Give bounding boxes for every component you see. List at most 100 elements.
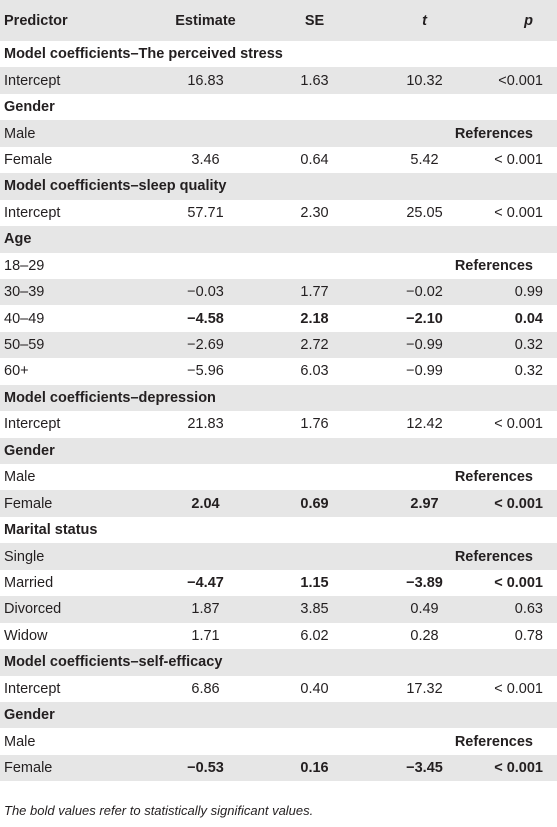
t-cell: 10.32	[406, 72, 443, 89]
predictor-cell: Female	[4, 151, 53, 168]
se-cell: 2.18	[300, 310, 329, 327]
estimate-cell: −0.03	[187, 284, 224, 301]
section-row: Model coefficients–sleep quality	[0, 173, 557, 200]
section-row: Age	[0, 226, 557, 253]
header-estimate: Estimate	[175, 12, 236, 29]
t-cell: 12.42	[406, 416, 443, 433]
p-cell: < 0.001	[494, 574, 543, 591]
predictor-cell: Married	[4, 574, 54, 591]
p-cell: < 0.001	[494, 495, 543, 512]
predictor-cell: Divorced	[4, 601, 62, 618]
section-row: Model coefficients–self-efficacy	[0, 649, 557, 676]
t-cell: −2.10	[406, 310, 443, 327]
se-cell: 3.85	[300, 601, 329, 618]
t-cell: 0.28	[410, 627, 439, 644]
header-predictor: Predictor	[4, 12, 68, 29]
empty-cell	[267, 728, 362, 754]
reference-row: 18–29 References	[0, 252, 557, 279]
empty-cell	[144, 728, 267, 754]
reference-label: References	[454, 125, 533, 142]
t-cell: 17.32	[406, 680, 443, 697]
t-cell: −0.99	[406, 363, 443, 380]
estimate-cell: −2.69	[187, 337, 224, 354]
table-row: Intercept 16.83 1.63 10.32 <0.001	[0, 67, 557, 94]
p-cell: 0.63	[514, 601, 543, 618]
table-row: Female 3.46 0.64 5.42 < 0.001	[0, 146, 557, 174]
empty-cell	[267, 120, 362, 146]
t-cell: 5.42	[410, 151, 439, 168]
p-cell: < 0.001	[494, 151, 543, 168]
empty-cell	[144, 464, 267, 490]
predictor-cell: Intercept	[4, 416, 61, 433]
se-cell: 0.40	[300, 680, 329, 697]
se-cell: 0.64	[300, 151, 329, 168]
t-cell: −0.02	[406, 284, 443, 301]
section-row: Model coefficients–depression	[0, 384, 557, 412]
estimate-cell: 16.83	[187, 72, 224, 89]
p-cell: 0.78	[514, 627, 543, 644]
estimate-cell: 2.04	[191, 495, 220, 512]
predictor-cell: 40–49	[4, 310, 45, 327]
header-t: t	[422, 12, 427, 29]
estimate-cell: −5.96	[187, 363, 224, 380]
se-cell: 6.03	[300, 363, 329, 380]
table-row: Intercept 21.83 1.76 12.42 < 0.001	[0, 411, 557, 438]
predictor-cell: 30–39	[4, 284, 45, 301]
section-row: Model coefficients–The perceived stress	[0, 41, 557, 68]
p-cell: < 0.001	[494, 680, 543, 697]
section-row: Marital status	[0, 516, 557, 544]
header-se: SE	[304, 12, 325, 29]
estimate-cell: 1.71	[191, 627, 220, 644]
reference-row: Male References	[0, 728, 557, 755]
predictor-cell: Male	[4, 733, 36, 750]
p-cell: < 0.001	[494, 204, 543, 221]
predictor-cell: 50–59	[4, 337, 45, 354]
table-row: 40–49 −4.58 2.18 −2.10 0.04	[0, 305, 557, 332]
estimate-cell: 21.83	[187, 416, 224, 433]
empty-cell	[267, 464, 362, 490]
regression-results-table: Predictor Estimate SE t p Model coeffici…	[0, 0, 557, 782]
se-cell: 1.63	[300, 72, 329, 89]
table-body: Model coefficients–The perceived stress I…	[0, 41, 557, 782]
predictor-cell: Female	[4, 760, 53, 777]
p-cell: 0.32	[514, 363, 543, 380]
predictor-cell: Female	[4, 495, 53, 512]
section-label: Model coefficients–sleep quality	[4, 178, 227, 195]
predictor-cell: Male	[4, 125, 36, 142]
se-cell: 0.69	[300, 495, 329, 512]
se-cell: 1.77	[300, 284, 329, 301]
results-table-container: Predictor Estimate SE t p Model coeffici…	[0, 0, 557, 782]
t-cell: −0.99	[406, 337, 443, 354]
p-cell: <0.001	[498, 72, 543, 89]
se-cell: 1.76	[300, 416, 329, 433]
section-label: Gender	[4, 442, 55, 459]
estimate-cell: 1.87	[191, 601, 220, 618]
table-row: Female 2.04 0.69 2.97 < 0.001	[0, 490, 557, 517]
estimate-cell: −4.58	[187, 310, 224, 327]
predictor-cell: Widow	[4, 627, 48, 644]
reference-label: References	[454, 548, 533, 565]
predictor-cell: Male	[4, 469, 36, 486]
estimate-cell: 3.46	[191, 151, 220, 168]
section-label: Gender	[4, 99, 55, 116]
section-label: Model coefficients–depression	[4, 389, 216, 406]
se-cell: 2.72	[300, 337, 329, 354]
table-row: 50–59 −2.69 2.72 −0.99 0.32	[0, 331, 557, 359]
header-row: Predictor Estimate SE t p	[0, 0, 557, 41]
reference-row: Male References	[0, 120, 557, 147]
p-cell: 0.99	[514, 284, 543, 301]
table-row: 30–39 −0.03 1.77 −0.02 0.99	[0, 278, 557, 306]
predictor-cell: Single	[4, 548, 45, 565]
p-cell: < 0.001	[494, 760, 543, 777]
estimate-cell: −4.47	[187, 574, 224, 591]
t-cell: 0.49	[410, 601, 439, 618]
reference-label: References	[454, 469, 533, 486]
t-cell: −3.89	[406, 574, 443, 591]
table-row: Married −4.47 1.15 −3.89 < 0.001	[0, 569, 557, 597]
t-cell: 25.05	[406, 204, 443, 221]
t-cell: −3.45	[406, 760, 443, 777]
empty-cell	[144, 253, 267, 279]
empty-cell	[267, 543, 362, 569]
section-label: Marital status	[4, 522, 98, 539]
se-cell: 6.02	[300, 627, 329, 644]
